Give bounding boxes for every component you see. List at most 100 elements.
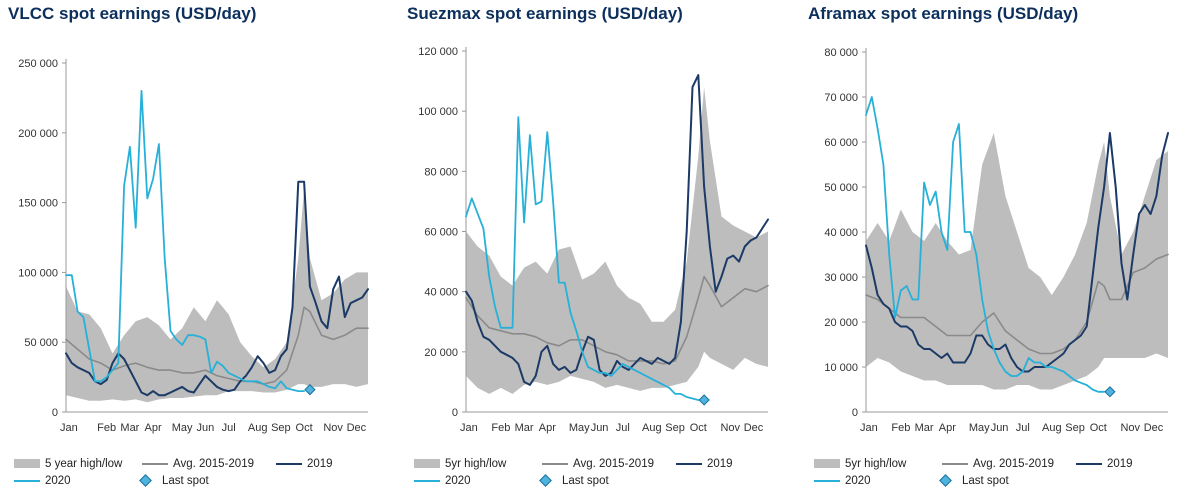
x-tick-label: Jul xyxy=(616,422,630,434)
legend-item-band: 5yr high/low xyxy=(814,456,906,472)
x-tick-label: May xyxy=(969,422,990,434)
y-tick-label: 20 000 xyxy=(424,347,458,359)
x-tick-label: Oct xyxy=(690,422,707,434)
y-tick-label: 60 000 xyxy=(424,227,458,239)
series-band-high-low xyxy=(66,188,368,403)
legend-swatch-band xyxy=(14,459,40,469)
legend-swatch-avg xyxy=(542,462,568,465)
legend-label: 2020 xyxy=(845,475,871,487)
legend-swatch-2019 xyxy=(676,462,702,465)
legend-swatch-2020 xyxy=(414,479,440,482)
x-tick-label: Nov xyxy=(720,422,740,434)
legend-item-avg: Avg. 2015-2019 xyxy=(142,456,254,472)
x-tick-label: Aug xyxy=(642,422,662,434)
last-spot-marker xyxy=(1104,386,1116,398)
x-tick-label: Sep xyxy=(271,422,291,434)
legend-label: 2020 xyxy=(445,475,471,487)
chart-panel-suezmax: Suezmax spot earnings (USD/day) 0 20 000 4… xyxy=(400,0,800,496)
legend-label: Last spot xyxy=(962,475,1009,487)
x-tick-label: Jul xyxy=(1016,422,1030,434)
legend-swatch-avg xyxy=(942,462,968,465)
y-tick-label: 70 000 xyxy=(824,92,858,104)
x-tick-label: Oct xyxy=(296,422,313,434)
x-tick-label: Jan xyxy=(860,422,878,434)
x-tick-label: Apr xyxy=(939,422,956,434)
x-tick-label: Jun xyxy=(197,422,215,434)
legend-label: 2019 xyxy=(1107,458,1133,470)
series-line-2020 xyxy=(865,96,1106,393)
x-tick-label: Jun xyxy=(991,422,1009,434)
chart-plot-vlcc: 0 50 000 100 000 150 000 200 000 250 000 Jan Fe… xyxy=(18,58,369,434)
x-tick-label: Aug xyxy=(248,422,268,434)
legend-label: Last spot xyxy=(162,475,209,487)
legend-label: Avg. 2015-2019 xyxy=(173,458,254,470)
y-tick-label: 50 000 xyxy=(824,182,858,194)
y-tick-label: 150 000 xyxy=(18,198,58,210)
x-tick-label: Aug xyxy=(1042,422,1062,434)
legend-swatch-2020 xyxy=(814,479,840,482)
legend-swatch-2020 xyxy=(14,479,40,482)
legend-label: 5 year high/low xyxy=(45,458,123,470)
x-tick-label: Dec xyxy=(1144,422,1164,434)
legend-label: 2020 xyxy=(45,475,71,487)
legend-swatch-band xyxy=(414,459,440,469)
series-line-2020 xyxy=(65,90,306,393)
x-tick-label: Apr xyxy=(145,422,162,434)
legend-swatch-last-spot xyxy=(139,474,152,488)
chart-title: VLCC spot earnings (USD/day) xyxy=(8,4,257,23)
last-spot-marker xyxy=(304,384,316,396)
x-tick-label: Dec xyxy=(744,422,764,434)
legend-label: 2019 xyxy=(307,458,333,470)
legend-item-band: 5yr high/low xyxy=(414,456,506,472)
x-tick-label: Mar xyxy=(120,422,139,434)
legend-item-2020: 2020 xyxy=(814,473,871,489)
legend-label: 5yr high/low xyxy=(845,458,907,470)
legend-swatch-2019 xyxy=(1076,462,1102,465)
x-tick-label: May xyxy=(172,422,193,434)
y-tick-label: 0 xyxy=(852,407,858,419)
legend-item-2019: 2019 xyxy=(676,456,733,472)
legend-item-avg: Avg. 2015-2019 xyxy=(542,456,654,472)
series-line-avg xyxy=(865,253,1169,355)
legend-label: 5yr high/low xyxy=(445,458,507,470)
legend-swatch-band xyxy=(814,459,840,469)
x-tick-label: May xyxy=(569,422,590,434)
x-tick-label: Oct xyxy=(1090,422,1107,434)
x-tick-label: Feb xyxy=(97,422,116,434)
chart-panel-aframax: Aframax spot earnings (USD/day) 0 10 000 2… xyxy=(800,0,1200,496)
legend-label: 2019 xyxy=(707,458,733,470)
legend-item-last-spot: Last spot xyxy=(532,473,609,489)
legend-item-2019: 2019 xyxy=(1076,456,1133,472)
y-tick-label: 40 000 xyxy=(424,287,458,299)
x-tick-label: Jan xyxy=(460,422,478,434)
series-line-avg xyxy=(465,275,769,365)
x-tick-label: Jul xyxy=(222,422,236,434)
legend-label: Avg. 2015-2019 xyxy=(973,458,1054,470)
legend-swatch-last-spot xyxy=(939,474,952,488)
x-tick-label: Feb xyxy=(491,422,510,434)
last-spot-marker xyxy=(698,394,710,406)
y-tick-label: 80 000 xyxy=(824,47,858,59)
x-tick-label: Dec xyxy=(347,422,367,434)
y-tick-label: 0 xyxy=(52,407,58,419)
series-line-2020 xyxy=(465,116,700,401)
x-tick-label: Jan xyxy=(60,422,78,434)
legend-swatch-last-spot xyxy=(539,474,552,488)
legend-label: Last spot xyxy=(562,475,609,487)
y-tick-label: 120 000 xyxy=(418,46,458,58)
x-tick-label: Mar xyxy=(915,422,934,434)
legend-item-avg: Avg. 2015-2019 xyxy=(942,456,1054,472)
x-tick-label: Jun xyxy=(591,422,609,434)
x-tick-label: Sep xyxy=(665,422,685,434)
chart-panel-vlcc: VLCC spot earnings (USD/day) 0 50 000 100 … xyxy=(0,0,400,496)
y-tick-label: 20 000 xyxy=(824,317,858,329)
legend-item-2020: 2020 xyxy=(14,473,71,489)
y-tick-label: 30 000 xyxy=(824,272,858,284)
x-tick-label: Sep xyxy=(1065,422,1085,434)
y-tick-label: 0 xyxy=(452,407,458,419)
y-tick-label: 60 000 xyxy=(824,137,858,149)
legend-item-2019: 2019 xyxy=(276,456,333,472)
legend-swatch-avg xyxy=(142,462,168,465)
legend-item-band: 5 year high/low xyxy=(14,456,122,472)
y-tick-label: 10 000 xyxy=(824,362,858,374)
